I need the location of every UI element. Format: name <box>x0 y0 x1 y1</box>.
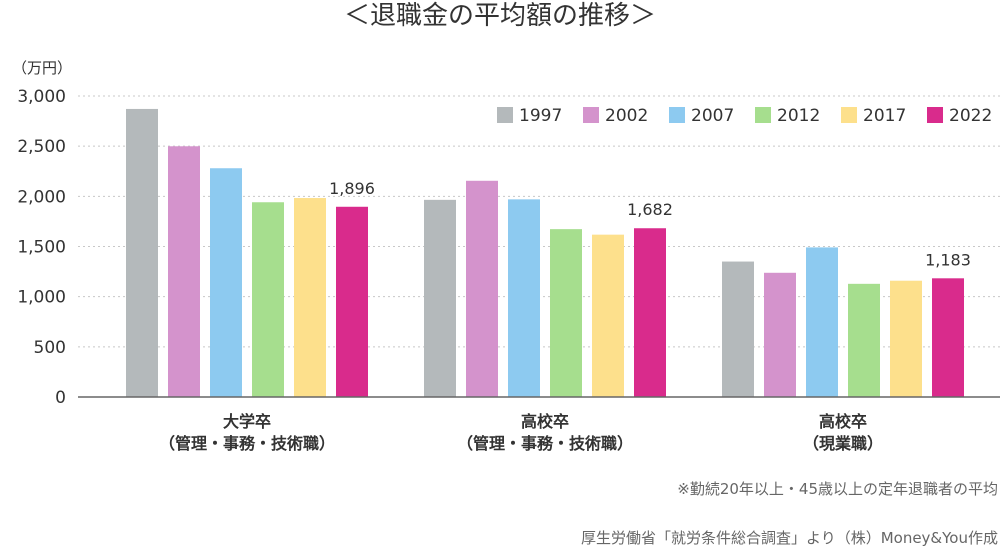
bar-1997-group-2 <box>722 261 754 397</box>
y-tick-label: 500 <box>34 338 66 358</box>
bar-2012-group-2 <box>848 283 880 397</box>
x-category-label: （管理・事務・技術職） <box>457 434 633 453</box>
legend-swatch-2017 <box>841 107 857 123</box>
bar-2017-group-2 <box>890 280 922 397</box>
x-category-label: （現業職） <box>803 434 883 453</box>
y-tick-label: 0 <box>55 388 66 408</box>
y-tick-label: 2,000 <box>17 187 66 207</box>
bar-1997-group-0 <box>126 108 158 398</box>
bar-2007-group-2 <box>806 247 838 397</box>
legend-label-2017: 2017 <box>863 106 906 126</box>
legend: 1997 2002 2007 2012 2017 2022 <box>497 106 992 126</box>
y-tick-label: 2,500 <box>17 137 66 157</box>
bar-2017-group-0 <box>294 198 326 397</box>
bar-2012-group-0 <box>252 202 284 397</box>
x-category-label: （管理・事務・技術職） <box>159 434 335 453</box>
y-axis-unit-label: （万円） <box>12 59 72 77</box>
data-label: 1,896 <box>329 179 375 198</box>
bar-2002-group-0 <box>168 146 200 397</box>
bar-2022-group-0 <box>336 206 368 397</box>
source-note: 厚生労働省「就労条件総合調査」より（株）Money&You作成 <box>581 529 998 547</box>
y-tick-label: 3,000 <box>17 87 66 107</box>
legend-swatch-2002 <box>583 107 599 123</box>
legend-label-2022: 2022 <box>949 106 992 126</box>
legend-label-1997: 1997 <box>519 106 562 126</box>
chart-title: ＜退職金の平均額の推移＞ <box>344 1 656 31</box>
legend-swatch-2007 <box>669 107 685 123</box>
legend-label-2002: 2002 <box>605 106 648 126</box>
bar-2002-group-2 <box>764 272 796 397</box>
x-category-label: 大学卒 <box>223 412 271 431</box>
data-label: 1,682 <box>627 200 673 219</box>
bars <box>126 108 964 398</box>
legend-label-2007: 2007 <box>691 106 734 126</box>
bar-2017-group-1 <box>592 234 624 397</box>
y-axis-tick-labels: 0 500 1,000 1,500 2,000 2,500 3,000 <box>17 87 66 408</box>
bar-2002-group-1 <box>466 180 498 397</box>
bar-2022-group-1 <box>634 228 666 397</box>
legend-label-2012: 2012 <box>777 106 820 126</box>
x-category-label: 高校卒 <box>521 412 569 431</box>
bar-2007-group-1 <box>508 199 540 397</box>
footnote: ※勤続20年以上・45歳以上の定年退職者の平均 <box>677 480 998 498</box>
bar-2022-group-2 <box>932 278 964 397</box>
legend-swatch-1997 <box>497 107 513 123</box>
y-tick-label: 1,500 <box>17 238 66 258</box>
y-tick-label: 1,000 <box>17 288 66 308</box>
x-axis-category-labels: 大学卒 （管理・事務・技術職） 高校卒 （管理・事務・技術職） 高校卒 （現業職） <box>159 412 883 453</box>
bar-1997-group-1 <box>424 199 456 397</box>
bar-2012-group-1 <box>550 229 582 397</box>
legend-swatch-2022 <box>927 107 943 123</box>
data-labels: 1,896 1,682 1,183 <box>329 179 971 270</box>
data-label: 1,183 <box>925 250 971 269</box>
x-category-label: 高校卒 <box>819 412 867 431</box>
legend-swatch-2012 <box>755 107 771 123</box>
bar-2007-group-0 <box>210 168 242 397</box>
